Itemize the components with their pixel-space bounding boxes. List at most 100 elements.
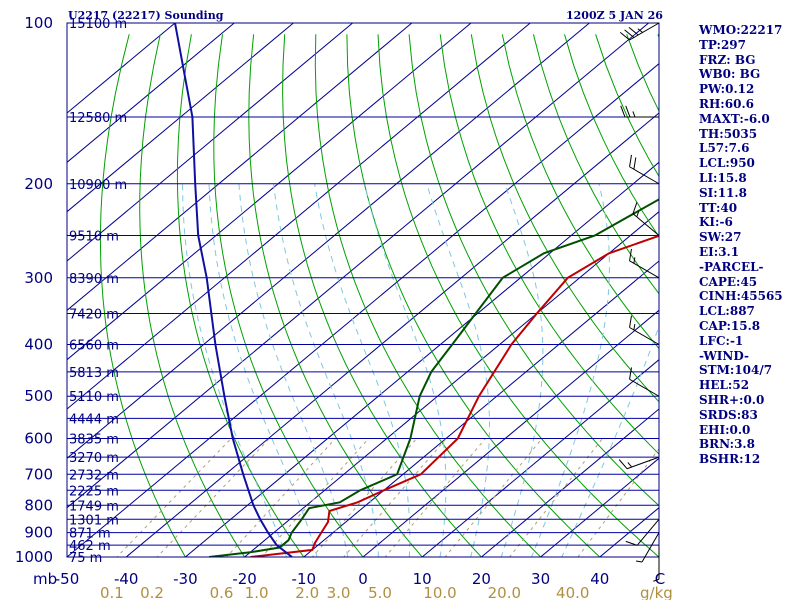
wind-barb: [629, 315, 660, 345]
chart-datetime: 1200Z 5 JAN 26: [566, 9, 663, 22]
isotherm-line: [67, 23, 649, 509]
wind-barb-staff: [629, 166, 660, 185]
dry-adiabat: [139, 34, 246, 557]
temperature-tick-label: 10: [413, 570, 432, 588]
index-27: EHI:0.0: [699, 422, 751, 437]
mixing-ratio-unit-label: g/kg: [640, 584, 673, 600]
wind-barb-flag: [625, 540, 638, 546]
height-label: 1749 m: [69, 499, 119, 514]
mixing-ratio-line: [384, 438, 486, 557]
plot-frame: [66, 22, 660, 558]
pressure-tick-label: 600: [24, 430, 53, 448]
isotherm-line: [480, 408, 659, 557]
temperature-tick-label: -20: [232, 570, 257, 588]
index-25: SHR+:0.0: [699, 392, 765, 407]
wind-barb: [653, 545, 660, 582]
index-23: STM:104/7: [699, 363, 773, 378]
index-3: WB0: BG: [699, 67, 761, 82]
wind-barb: [620, 105, 659, 118]
wind-barb-staff: [626, 456, 660, 470]
wind-barb: [619, 22, 660, 41]
isotherm-line: [67, 23, 531, 410]
wind-barb-staff: [629, 327, 660, 345]
mixing-ratio-line: [261, 438, 370, 557]
wind-barb: [632, 202, 660, 236]
dry-adiabat: [314, 34, 542, 557]
moist-adiabat: [238, 183, 349, 557]
height-label: 1301 m: [69, 513, 119, 528]
dry-adiabat: [176, 34, 305, 557]
dry-adiabat: [377, 34, 659, 557]
index-9: LCL:950: [699, 156, 755, 171]
temperature-line: [250, 234, 659, 557]
dry-adiabat: [213, 34, 364, 557]
parcel-line: [174, 23, 293, 557]
index-2: FRZ: BG: [699, 52, 756, 67]
wind-barb-flag: [627, 462, 633, 468]
height-label: 2732 m: [69, 468, 119, 483]
wind-barb-flag: [625, 105, 631, 118]
temperature-tick-label: 0: [358, 570, 368, 588]
index-20: CAP:15.8: [699, 318, 761, 333]
index-19: LCL:887: [699, 304, 755, 319]
wind-barb-flag: [629, 367, 632, 380]
mixing-ratio-label: 0.1: [100, 584, 124, 600]
mixing-ratio-label: 5.0: [368, 584, 392, 600]
wind-barb-flag: [629, 154, 632, 167]
wind-barb-flag: [628, 27, 639, 36]
mixing-ratio-label: 20.0: [488, 584, 521, 600]
height-label: 5110 m: [69, 390, 119, 405]
wind-barb-flag: [637, 28, 643, 33]
index-8: L57:7.6: [699, 141, 750, 156]
index-15: EI:3.1: [699, 244, 740, 259]
index-0: WMO:22217: [699, 23, 783, 37]
isotherm-line: [125, 112, 659, 557]
moist-adiabat: [208, 183, 318, 557]
index-7: TH:5035: [699, 126, 758, 141]
height-label: 8390 m: [69, 272, 119, 287]
isotherm-line: [67, 23, 472, 361]
mixing-ratio-line: [311, 438, 417, 557]
isotherm-line: [67, 63, 659, 557]
wind-barb-flag: [629, 315, 632, 328]
mixing-ratio-label: 0.6: [210, 584, 234, 600]
moist-adiabat: [426, 183, 490, 557]
isotherm-line: [539, 457, 659, 557]
temperature-tick-label: -10: [292, 570, 317, 588]
mixing-ratio-label: 0.2: [140, 584, 164, 600]
wind-barb: [625, 518, 660, 546]
mixing-ratio-line: [225, 438, 336, 557]
wind-barb-staff: [629, 260, 660, 279]
wind-barb-flag: [629, 248, 632, 261]
mixing-ratio-line: [444, 438, 543, 557]
mixing-ratio-line: [342, 438, 447, 557]
indices-panel: WMO:22217 TP:297 FRZ: BG WB0: BG PW:0.12 RH:6…: [699, 23, 799, 467]
temperature-tick-label: -50: [55, 570, 80, 588]
pressure-tick-label: 200: [24, 175, 53, 193]
index-17: CAPE:45: [699, 274, 758, 289]
wind-barb-flag: [633, 323, 636, 331]
height-label: 4444 m: [69, 412, 119, 427]
height-label: 9510 m: [69, 229, 119, 244]
mixing-ratio-line: [116, 438, 232, 557]
wind-barb: [629, 367, 660, 397]
mixing-ratio-label: 1.0: [245, 584, 269, 600]
mixing-ratio-label: 2.0: [295, 584, 319, 600]
height-label: 10900 m: [69, 178, 127, 193]
pressure-tick-label: 700: [24, 465, 53, 483]
isotherm-line: [362, 309, 659, 557]
height-label: 2225 m: [69, 484, 119, 499]
index-4: PW:0.12: [699, 82, 755, 97]
index-12: TT:40: [699, 200, 738, 215]
wind-barb: [635, 532, 660, 563]
pressure-tick-label: 800: [24, 496, 53, 514]
pressure-tick-label: 100: [24, 14, 53, 32]
height-label: 15100 m: [69, 17, 127, 32]
index-18: CINH:45565: [699, 289, 783, 304]
height-label: 7420 m: [69, 308, 119, 323]
isotherm-line: [67, 23, 413, 311]
index-6: MAXT:-6.0: [699, 111, 770, 126]
moist-adiabat: [182, 183, 288, 557]
height-label: 3835 m: [69, 433, 119, 448]
